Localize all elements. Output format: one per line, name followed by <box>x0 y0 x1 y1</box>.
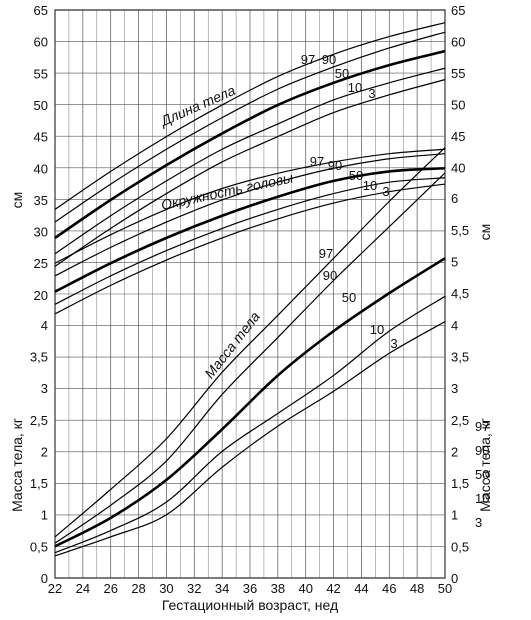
left-kg-tick-label: 0 <box>41 571 48 586</box>
x-tick-label: 32 <box>187 581 201 596</box>
right-cm-tick-label: 60 <box>451 35 465 50</box>
x-tick-label: 26 <box>103 581 117 596</box>
right-unit-label: см <box>477 224 493 241</box>
right-kg-tick-label: 3,5 <box>451 349 469 364</box>
x-tick-label: 34 <box>215 581 229 596</box>
left-kg-tick-label: 4 <box>41 318 48 333</box>
left-cm-tick-label: 65 <box>34 3 48 18</box>
right-kg-tick-label: 2 <box>451 444 458 459</box>
left-cm-tick-label: 25 <box>34 256 48 271</box>
left-mass-label: Масса тела, кг <box>9 418 25 512</box>
percentile-legend-item: 50 <box>475 467 489 482</box>
left-kg-tick-label: 3 <box>41 381 48 396</box>
percentile-legend-item: 10 <box>475 491 489 506</box>
right-cm-tick-label: 65 <box>451 3 465 18</box>
right-kg-tick-label: 1,5 <box>451 476 469 491</box>
x-tick-label: 24 <box>76 581 90 596</box>
x-tick-label: 46 <box>382 581 396 596</box>
head-p10-label: 10 <box>363 178 377 193</box>
x-tick-label: 30 <box>159 581 173 596</box>
head-p90-label: 90 <box>328 158 342 173</box>
left-kg-tick-label: 2 <box>41 444 48 459</box>
left-kg-tick-label: 1,5 <box>30 476 48 491</box>
length-p3-line <box>54 79 446 267</box>
mass-p50-line <box>54 257 446 548</box>
length-p97-label: 97 <box>301 52 315 67</box>
mass-p3-line <box>54 321 446 557</box>
mass-p50-label: 50 <box>342 290 356 305</box>
head-p97-line <box>54 148 446 264</box>
left-kg-tick-label: 3,5 <box>30 349 48 364</box>
tick-labels: 22 24 26 28 30 32 34 36 38 40 42 44 46 48 502025303540… <box>30 3 469 596</box>
length-p10-line <box>54 67 446 255</box>
left-cm-tick-label: 45 <box>34 130 48 145</box>
head-p10-line <box>54 177 446 305</box>
length-p90-line <box>54 31 446 223</box>
x-tick-label: 48 <box>410 581 424 596</box>
right-kg-tick-label: 0 <box>451 571 458 586</box>
left-kg-tick-label: 2,5 <box>30 413 48 428</box>
mass-p3-label: 3 <box>390 336 397 351</box>
x-tick-label: 22 <box>48 581 62 596</box>
mass-p97-label: 97 <box>319 246 333 261</box>
right-mid-tick-label: 6 <box>451 191 458 206</box>
length-p3-label: 3 <box>368 86 375 101</box>
head-p97-label: 97 <box>310 154 324 169</box>
percentile-legend: 97 90 50 10 3 <box>475 419 489 530</box>
left-cm-tick-label: 40 <box>34 161 48 176</box>
right-mid-tick-label: 5,5 <box>451 223 469 238</box>
right-kg-tick-label: 2,5 <box>451 413 469 428</box>
right-mid-tick-label: 5 <box>451 255 458 270</box>
length-p50-line <box>54 49 446 239</box>
head-p50-label: 50 <box>349 168 363 183</box>
percentile-legend-item: 97 <box>475 419 489 434</box>
right-kg-tick-label: 4 <box>451 318 458 333</box>
left-cm-tick-label: 50 <box>34 98 48 113</box>
x-tick-label: 42 <box>326 581 340 596</box>
mass-p90-label: 90 <box>323 268 337 283</box>
left-kg-tick-label: 1 <box>41 508 48 523</box>
percentile-legend-item: 3 <box>475 515 482 530</box>
mass-p97-line <box>54 147 446 538</box>
head-p90-line <box>54 153 446 277</box>
head-p50-line <box>54 166 446 293</box>
mass-p90-line <box>54 172 446 544</box>
length-p97-line <box>54 22 446 210</box>
x-tick-label: 36 <box>243 581 257 596</box>
left-kg-tick-label: 0,5 <box>30 539 48 554</box>
head-p3-line <box>54 183 446 315</box>
length-p10-label: 10 <box>348 80 362 95</box>
right-cm-tick-label: 55 <box>451 66 465 81</box>
head-p3-label: 3 <box>382 184 389 199</box>
x-tick-label: 44 <box>354 581 368 596</box>
curves <box>54 22 446 557</box>
left-cm-tick-label: 60 <box>34 35 48 50</box>
right-cm-tick-label: 40 <box>451 161 465 176</box>
length-p90-label: 90 <box>322 52 336 67</box>
x-tick-label: 40 <box>298 581 312 596</box>
mass-p10-label: 10 <box>370 322 384 337</box>
length-p50-label: 50 <box>335 66 349 81</box>
right-cm-tick-label: 50 <box>451 98 465 113</box>
right-kg-tick-label: 0,5 <box>451 539 469 554</box>
left-cm-tick-label: 20 <box>34 288 48 303</box>
left-cm-tick-label: 35 <box>34 193 48 208</box>
left-unit-label: см <box>9 192 25 209</box>
x-tick-label: 50 <box>438 581 452 596</box>
percentile-legend-item: 90 <box>475 443 489 458</box>
right-cm-tick-label: 45 <box>451 129 465 144</box>
x-tick-label: 28 <box>131 581 145 596</box>
x-axis-title: Гестационный возраст, нед <box>162 597 338 613</box>
right-mass-label: Масса тела, кг <box>477 418 493 512</box>
right-mid-tick-label: 4,5 <box>451 286 469 301</box>
right-kg-tick-label: 3 <box>451 381 458 396</box>
x-tick-label: 38 <box>271 581 285 596</box>
mass-p10-line <box>54 295 446 554</box>
left-cm-tick-label: 30 <box>34 225 48 240</box>
left-cm-tick-label: 55 <box>34 66 48 81</box>
right-kg-tick-label: 1 <box>451 508 458 523</box>
